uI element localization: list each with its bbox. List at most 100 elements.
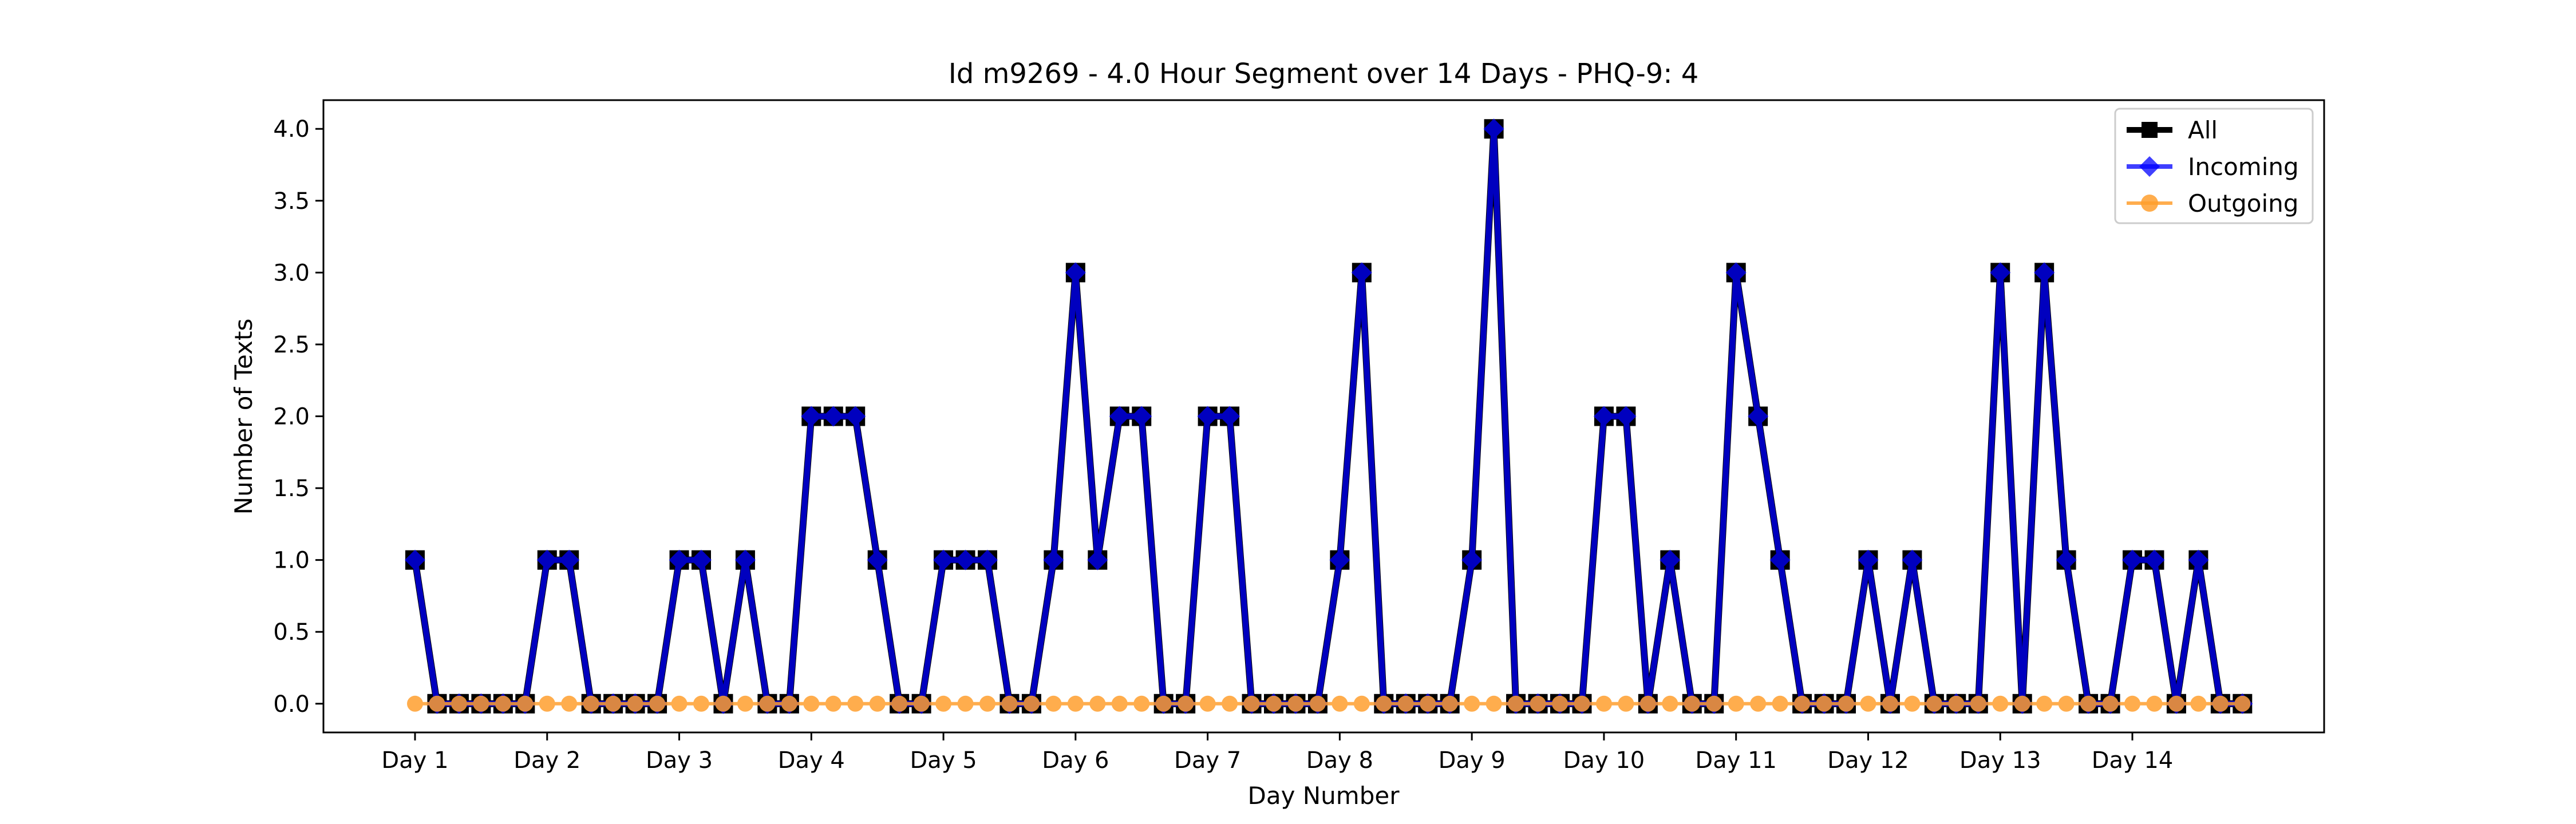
data-point (1199, 695, 1216, 712)
data-point (1990, 262, 2011, 283)
data-point (1902, 549, 1923, 571)
data-point (825, 695, 841, 712)
data-point (1441, 695, 1458, 712)
series-line-incoming (412, 126, 2243, 707)
data-point (1222, 695, 1238, 712)
data-point (1639, 695, 1656, 712)
data-point (1772, 695, 1788, 712)
data-point (2168, 695, 2184, 712)
legend: All Incoming Outgoing (2114, 108, 2314, 224)
data-point (1420, 695, 1436, 712)
data-point (2124, 695, 2141, 712)
x-tick-label: Day 13 (1959, 747, 2041, 774)
x-tick-label: Day 9 (1439, 747, 1506, 774)
x-tick-label: Day 6 (1042, 747, 1109, 774)
data-point (693, 695, 710, 712)
data-point (1485, 695, 1502, 712)
x-tick-label: Day 12 (1827, 747, 1909, 774)
data-point (1728, 695, 1744, 712)
legend-label-outgoing: Outgoing (2188, 189, 2298, 217)
data-point (539, 695, 555, 712)
legend-entry-all: All (2127, 116, 2218, 144)
data-point (1794, 695, 1811, 712)
data-point (2056, 549, 2077, 571)
data-point (1882, 695, 1898, 712)
y-tick-label: 2.0 (273, 404, 310, 430)
y-tick-label: 3.0 (273, 260, 310, 286)
data-point (1662, 695, 1678, 712)
y-axis-label: Number of Texts (230, 319, 258, 515)
data-point (845, 406, 866, 427)
data-point (823, 406, 844, 427)
series-outgoing (407, 695, 2251, 712)
x-tick-label: Day 2 (513, 747, 580, 774)
data-point (1309, 695, 1326, 712)
data-point (691, 549, 712, 571)
y-tick-label: 2.5 (273, 332, 310, 358)
data-point (1461, 549, 1483, 571)
data-point (1219, 406, 1240, 427)
data-point (1023, 695, 1040, 712)
data-point (2188, 549, 2209, 571)
data-point (1397, 695, 1414, 712)
data-point (583, 695, 599, 712)
data-point (2144, 549, 2165, 571)
series-incoming (405, 118, 2253, 714)
data-point (1530, 695, 1546, 712)
data-point (1351, 262, 1372, 283)
data-point (1574, 695, 1590, 712)
data-point (979, 695, 996, 712)
data-point (734, 549, 756, 571)
data-point (891, 695, 908, 712)
legend-entry-incoming: Incoming (2127, 153, 2299, 181)
data-point (1045, 695, 1062, 712)
data-point (536, 549, 558, 571)
data-point (1858, 549, 1879, 571)
x-tick-label: Day 1 (381, 747, 448, 774)
data-point (1552, 695, 1568, 712)
data-point (737, 695, 753, 712)
data-point (2146, 695, 2163, 712)
data-point (2014, 695, 2030, 712)
data-point (781, 695, 797, 712)
data-point (1243, 695, 1260, 712)
y-tick-label: 0.0 (273, 691, 310, 718)
x-axis: Day 1 Day 2 Day 3 Day 4 Day 5 Day 6 Day 7 Day 8… (381, 732, 2173, 774)
x-tick-label: Day 10 (1563, 747, 1645, 774)
data-point (2234, 695, 2251, 712)
y-axis: 0.0 0.5 1.0 1.5 2.0 2.5 3.0 3.5 4.0 (273, 116, 323, 718)
data-point (1197, 406, 1218, 427)
data-point (1266, 695, 1282, 712)
data-point (1816, 695, 1832, 712)
x-axis-label: Day Number (1247, 782, 1400, 810)
data-point (955, 549, 976, 571)
data-point (1089, 695, 1106, 712)
data-point (1748, 406, 1769, 427)
data-point (977, 549, 998, 571)
data-point (1001, 695, 1018, 712)
data-point (1750, 695, 1767, 712)
chart-title: Id m9269 - 4.0 Hour Segment over 14 Days… (949, 58, 1699, 90)
data-point (1904, 695, 1921, 712)
data-point (1725, 262, 1747, 283)
data-point (1065, 262, 1086, 283)
legend-label-all: All (2188, 116, 2218, 144)
data-point (1508, 695, 1524, 712)
data-point (1376, 695, 1392, 712)
data-point (429, 695, 445, 712)
data-point (1464, 695, 1480, 712)
data-point (1838, 695, 1855, 712)
data-point (559, 549, 580, 571)
data-point (1111, 695, 1128, 712)
data-point (1684, 695, 1700, 712)
data-point (1706, 695, 1722, 712)
data-point (867, 549, 888, 571)
x-tick-label: Day 7 (1174, 747, 1241, 774)
data-point (605, 695, 622, 712)
x-tick-label: Day 4 (778, 747, 845, 774)
legend-label-incoming: Incoming (2188, 153, 2299, 181)
data-point (1483, 118, 1504, 140)
data-point (649, 695, 666, 712)
data-point (671, 695, 688, 712)
data-point (1287, 695, 1304, 712)
